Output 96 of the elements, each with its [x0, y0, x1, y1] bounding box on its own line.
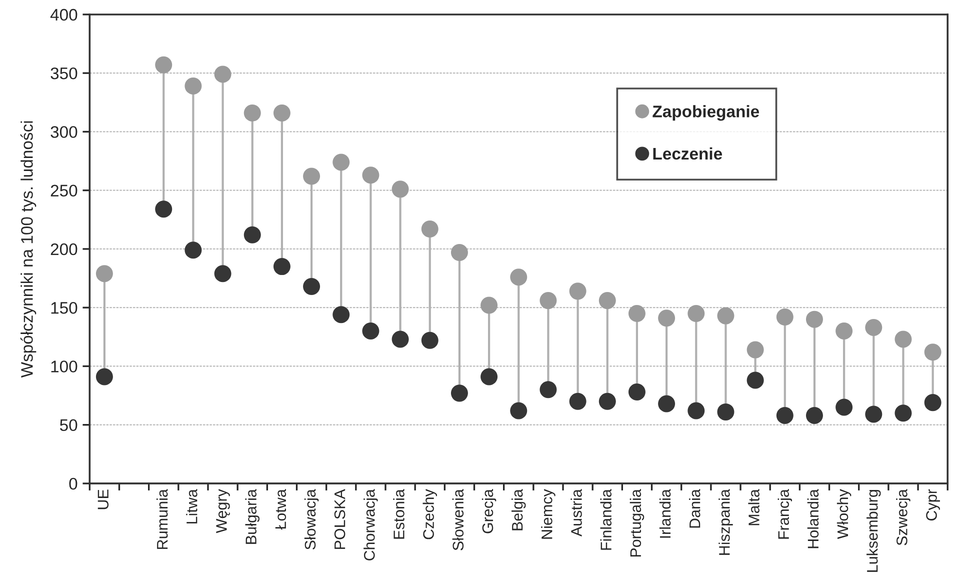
x-tick-label: Łotwa	[275, 489, 286, 530]
x-tick-label: UE	[98, 490, 109, 510]
x-tick-label: Malta	[748, 489, 760, 526]
point	[421, 332, 438, 349]
point	[155, 200, 172, 218]
y-tick-label: 350	[50, 68, 78, 80]
point	[865, 406, 882, 423]
x-tick-label: Austria	[570, 489, 582, 537]
point	[776, 406, 794, 424]
point	[628, 384, 646, 401]
x-tick-label: POLSKA	[334, 489, 346, 549]
point	[510, 402, 528, 420]
x-tick-label: Szwecja	[896, 489, 910, 546]
point	[924, 344, 942, 361]
point	[717, 403, 734, 420]
point	[806, 406, 823, 424]
point	[569, 392, 586, 410]
point	[155, 56, 172, 74]
x-tick-label: Luksemburg	[866, 490, 881, 572]
point	[658, 395, 676, 412]
x-tick-label: Chorwacja	[364, 489, 378, 560]
point	[450, 384, 468, 402]
point	[392, 180, 409, 198]
point	[214, 66, 232, 83]
point	[332, 306, 350, 324]
x-tick-label: Niemcy	[541, 489, 556, 539]
point	[480, 296, 498, 314]
point	[598, 292, 616, 310]
y-tick-label: 300	[50, 126, 78, 138]
x-tick-label: Irlandia	[659, 489, 671, 538]
point	[184, 77, 202, 94]
y-tick-label: 150	[51, 302, 78, 314]
point	[894, 330, 912, 348]
point	[628, 304, 646, 322]
point	[688, 304, 705, 322]
y-tick-label: 200	[50, 243, 78, 256]
point	[96, 265, 113, 282]
x-tick-label: Dania	[689, 489, 700, 528]
point	[392, 330, 409, 348]
x-tick-label: Holandia	[807, 489, 819, 548]
point	[598, 392, 616, 410]
point	[362, 166, 380, 184]
y-tick-label: 0	[69, 478, 78, 490]
point	[540, 292, 557, 310]
x-tick-label: Słowenia	[452, 489, 464, 550]
x-tick-label: Słowacja	[304, 489, 319, 550]
x-tick-label: Litwa	[186, 489, 198, 524]
point	[746, 341, 764, 358]
x-tick-label: Bułgaria	[245, 489, 260, 544]
point	[332, 154, 350, 171]
point	[836, 322, 853, 340]
point	[214, 265, 232, 282]
point	[244, 104, 261, 122]
x-tick-label: Hiszpania	[718, 489, 733, 555]
point	[717, 307, 734, 324]
point	[806, 310, 823, 328]
x-tick-label: Belgia	[512, 489, 526, 530]
point	[540, 381, 557, 398]
x-tick-label: Włochy	[836, 489, 852, 540]
point	[510, 268, 528, 286]
x-tick-label: Grecja	[482, 489, 496, 534]
point	[746, 372, 764, 389]
point	[96, 368, 113, 386]
point	[658, 310, 676, 327]
point	[688, 402, 705, 420]
y-tick-label: 250	[50, 184, 78, 197]
point	[273, 104, 290, 122]
y-tick-label: 400	[50, 8, 78, 21]
x-tick-label: Cypr	[926, 489, 940, 520]
x-tick-label: Francja	[778, 489, 792, 539]
x-tick-label: Estonia	[393, 489, 404, 539]
point	[273, 258, 290, 276]
point	[184, 242, 202, 259]
point	[924, 394, 942, 412]
point	[569, 282, 586, 300]
y-axis-title: Współczynniki na 100 tys. ludności	[20, 121, 36, 378]
point	[303, 278, 320, 295]
point	[480, 368, 498, 386]
point	[894, 404, 912, 422]
legend-label: Zapobieganie	[652, 105, 760, 121]
point	[865, 319, 882, 336]
point	[776, 308, 794, 326]
point	[303, 168, 320, 185]
y-tick-label: 100	[51, 360, 78, 372]
point	[362, 322, 380, 340]
point	[836, 398, 853, 416]
y-tick-label: 50	[60, 419, 78, 432]
x-tick-label: Finlandia	[600, 489, 612, 550]
x-tick-label: Czechy	[422, 489, 437, 540]
point	[244, 226, 261, 244]
x-tick-label: Węgry	[216, 489, 230, 534]
point	[421, 220, 438, 238]
x-tick-label: Rumunia	[156, 489, 168, 549]
x-tick-label: Portugalia	[630, 489, 644, 557]
point	[450, 244, 468, 261]
legend-label: Leczenie	[653, 147, 722, 160]
